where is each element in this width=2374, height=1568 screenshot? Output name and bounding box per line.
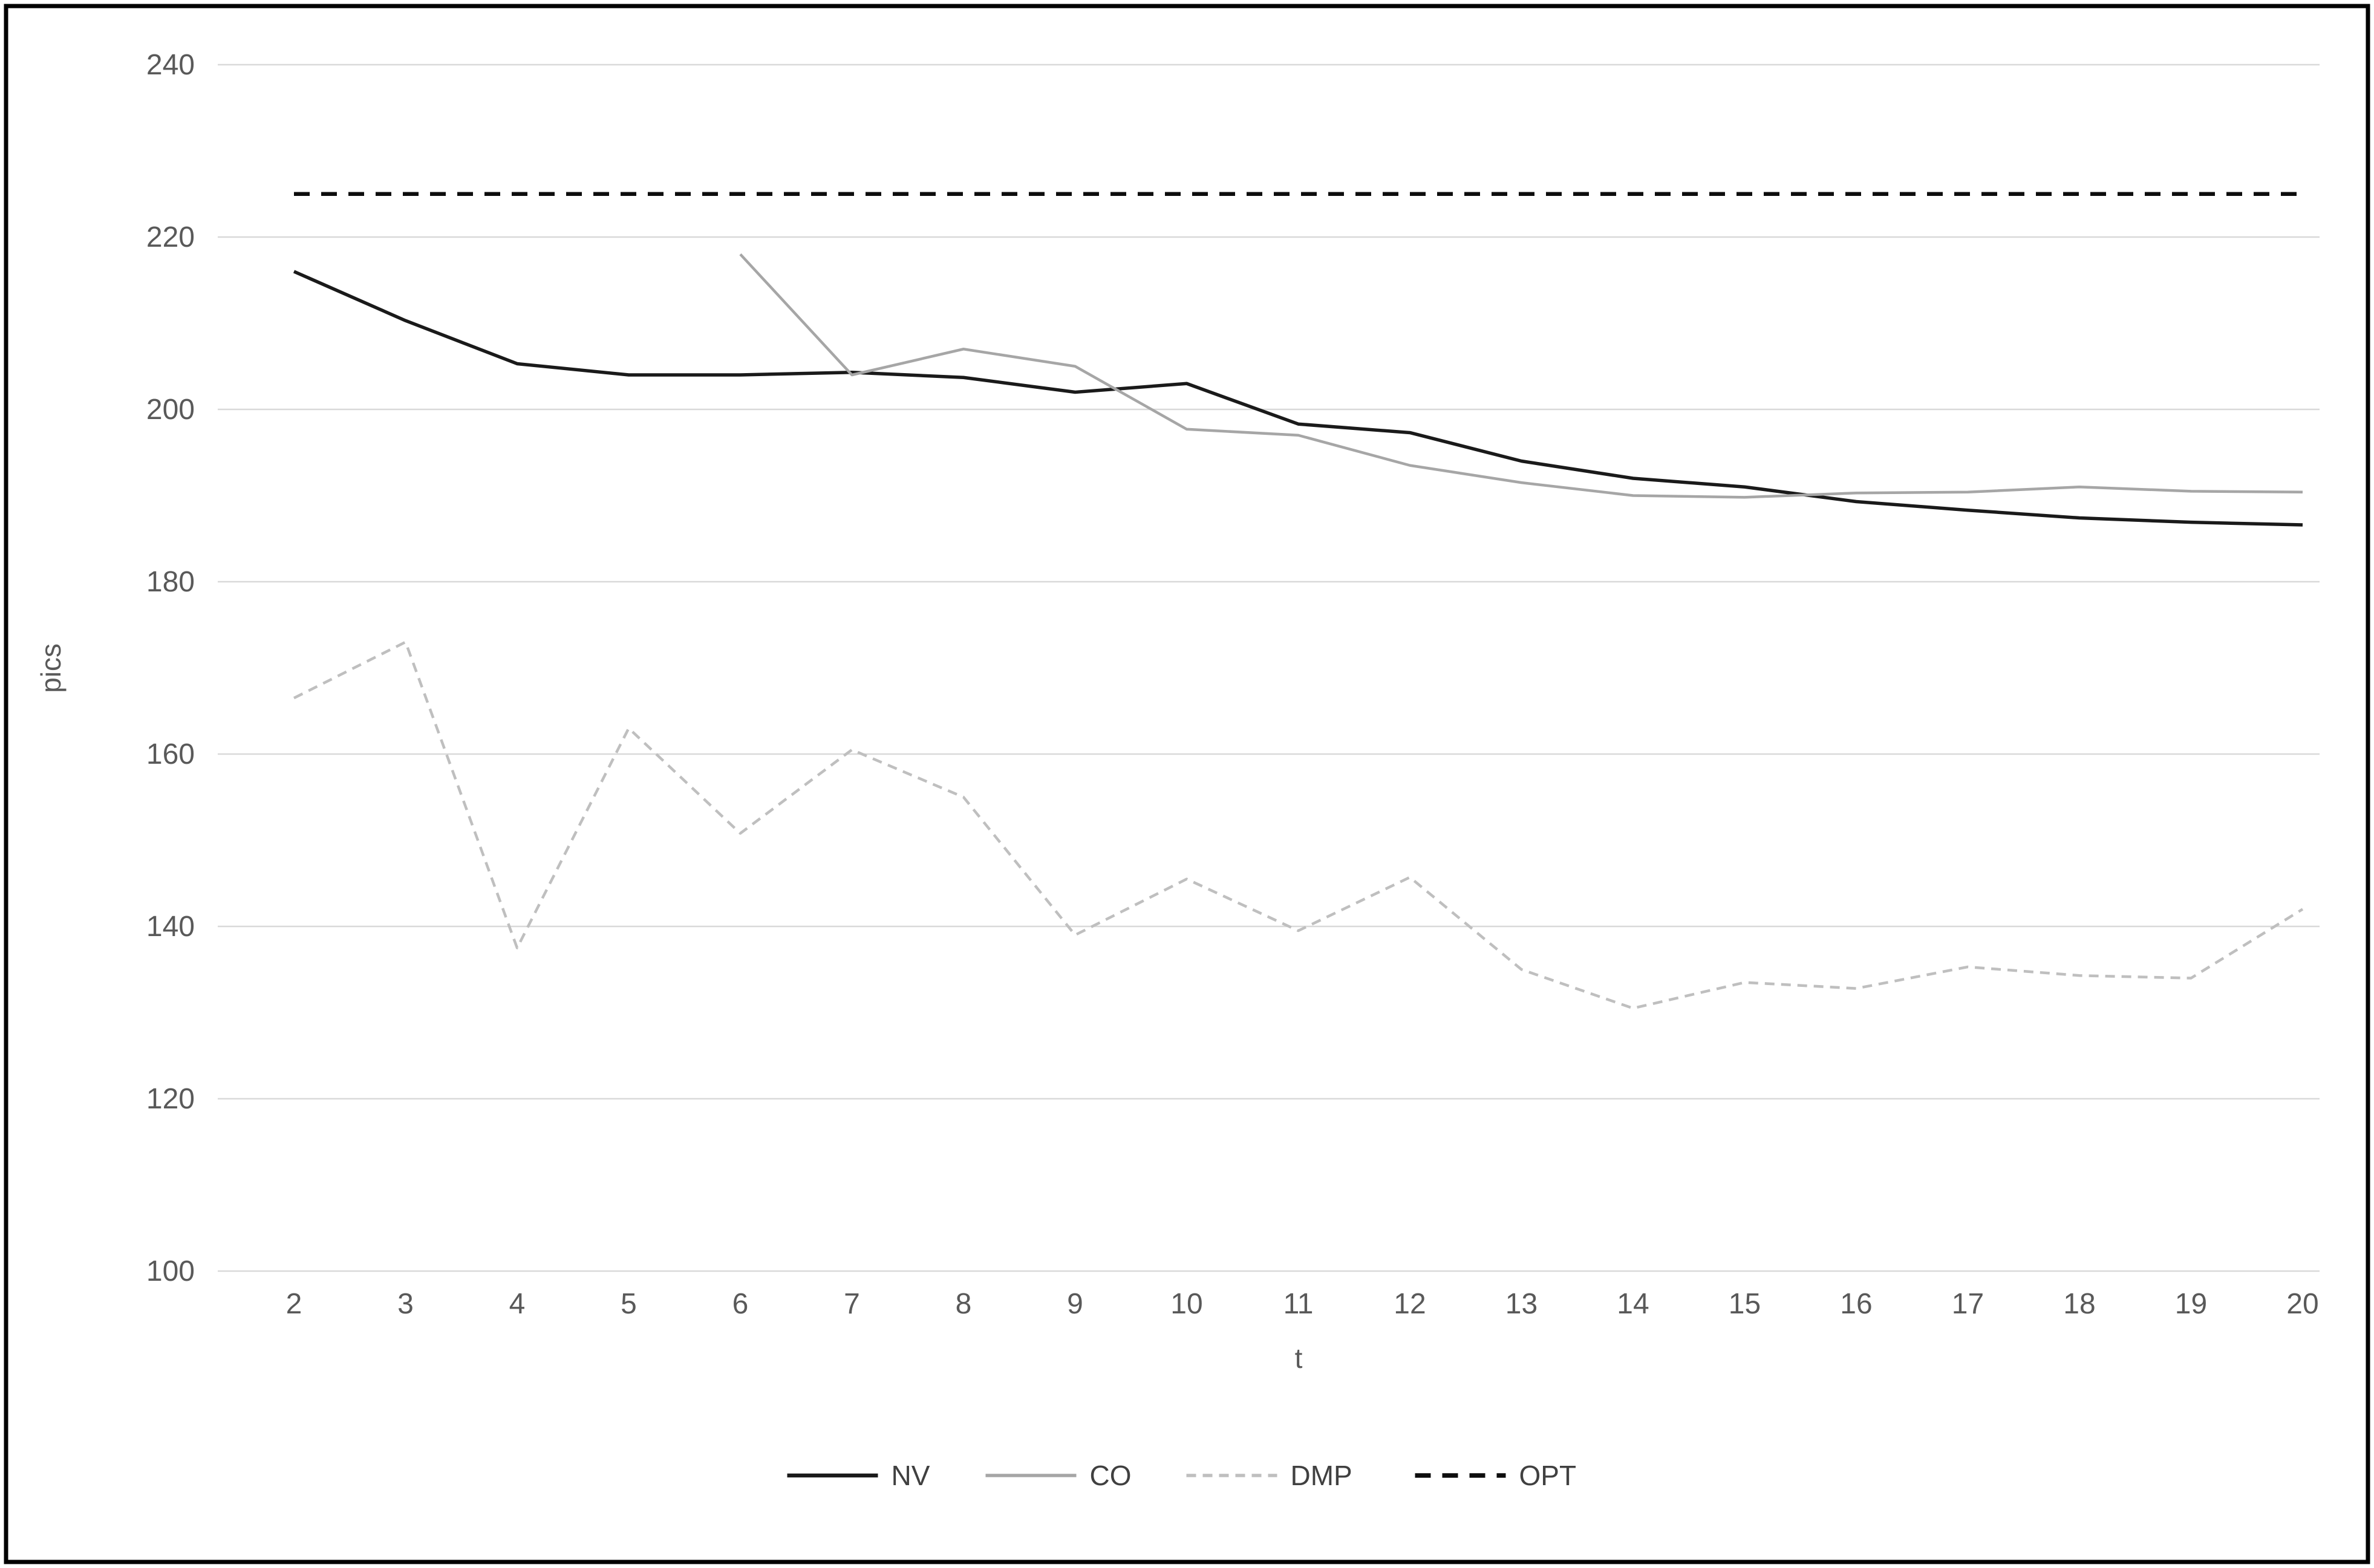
x-tick-label: 17 [1952, 1288, 1984, 1320]
y-tick-label: 220 [146, 221, 195, 253]
x-axis-title: t [1295, 1342, 1303, 1374]
legend: NV CO DMP OPT [787, 1460, 1577, 1491]
legend-label-DMP: DMP [1291, 1460, 1352, 1491]
y-tick-label: 100 [146, 1255, 195, 1287]
y-axis-title: pics [35, 643, 67, 693]
x-tick-label: 19 [2175, 1288, 2207, 1320]
x-tick-label: 9 [1067, 1288, 1083, 1320]
y-tick-label: 240 [146, 49, 195, 81]
x-axis-tick-labels: 2 3 4 5 6 7 8 9 10 11 12 13 14 15 16 17 18 19 20 [286, 1288, 2319, 1320]
y-tick-label: 120 [146, 1083, 195, 1115]
series-line-NV [293, 270, 2303, 527]
x-tick-label: 10 [1170, 1288, 1202, 1320]
y-axis-tick-labels: 100 120 140 160 180 200 220 240 [146, 49, 195, 1287]
x-tick-label: 8 [956, 1288, 972, 1320]
gridlines [218, 63, 2320, 1272]
x-tick-label: 20 [2286, 1288, 2318, 1320]
x-tick-label: 3 [397, 1288, 414, 1320]
legend-label-OPT: OPT [1519, 1460, 1577, 1491]
x-tick-label: 15 [1729, 1288, 1761, 1320]
x-tick-label: 12 [1394, 1288, 1426, 1320]
series-line-DMP [293, 640, 2304, 1010]
legend-item-OPT: OPT [1415, 1460, 1577, 1491]
series-lines [293, 192, 2304, 1010]
x-tick-label: 13 [1505, 1288, 1538, 1320]
y-tick-label: 160 [146, 738, 195, 770]
x-tick-label: 18 [2063, 1288, 2095, 1320]
x-tick-label: 6 [732, 1288, 749, 1320]
legend-label-CO: CO [1090, 1460, 1132, 1491]
legend-item-CO: CO [985, 1460, 1132, 1491]
x-tick-label: 4 [509, 1288, 526, 1320]
y-tick-label: 140 [146, 911, 195, 943]
y-tick-label: 180 [146, 566, 195, 598]
x-tick-label: 7 [844, 1288, 860, 1320]
figure-border [4, 4, 2370, 1564]
y-tick-label: 200 [146, 394, 195, 426]
legend-item-NV: NV [787, 1460, 930, 1491]
x-tick-label: 5 [621, 1288, 637, 1320]
x-tick-label: 2 [286, 1288, 302, 1320]
x-tick-label: 11 [1283, 1288, 1314, 1320]
x-tick-label: 14 [1617, 1288, 1649, 1320]
series-line-CO [739, 253, 2303, 499]
x-tick-label: 16 [1840, 1288, 1872, 1320]
legend-label-NV: NV [892, 1460, 930, 1491]
legend-item-DMP: DMP [1186, 1460, 1352, 1491]
